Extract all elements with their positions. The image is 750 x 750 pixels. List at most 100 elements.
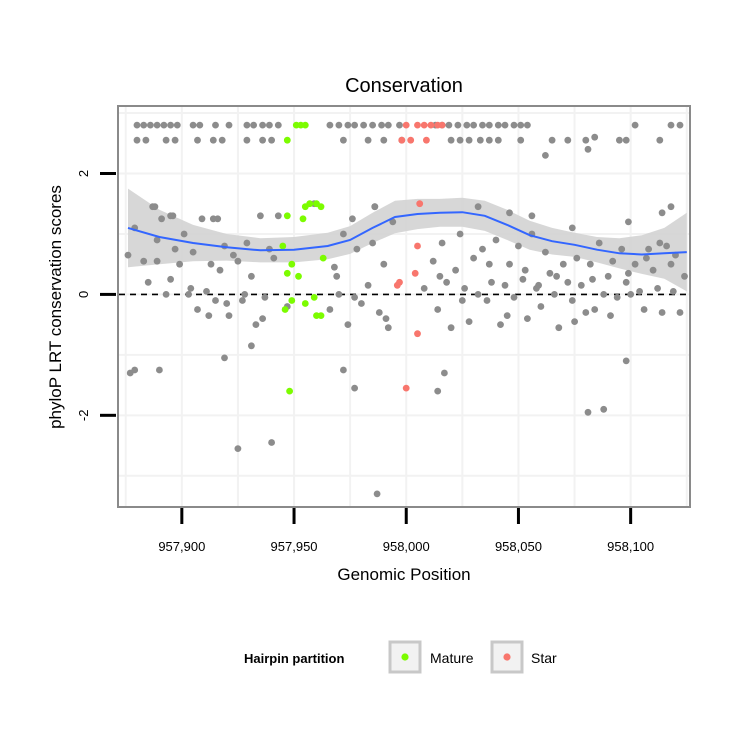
point-other <box>681 272 688 280</box>
point-other <box>153 257 161 265</box>
point-other <box>456 230 464 238</box>
point-other <box>631 260 639 268</box>
point-other <box>548 136 556 144</box>
point-other <box>252 321 260 328</box>
point-other <box>506 260 513 268</box>
point-star <box>420 121 428 129</box>
point-other <box>627 291 635 298</box>
point-other <box>643 254 650 262</box>
point-other <box>185 291 193 298</box>
point-other <box>476 136 484 144</box>
point-star <box>414 242 421 250</box>
point-other <box>340 230 347 238</box>
point-other <box>389 218 397 226</box>
point-other <box>497 321 504 328</box>
point-other <box>351 294 358 301</box>
point-other <box>441 369 448 377</box>
point-other <box>667 203 675 211</box>
point-other <box>524 315 531 322</box>
point-mature <box>283 136 291 144</box>
point-other <box>604 272 612 280</box>
point-other <box>156 366 163 374</box>
legend: Hairpin partition Mature Star <box>244 640 557 674</box>
legend-title: Hairpin partition <box>244 651 344 666</box>
point-other <box>609 257 617 265</box>
point-other <box>573 254 581 262</box>
point-other <box>434 387 442 395</box>
point-other <box>371 203 379 211</box>
point-mature <box>295 272 302 280</box>
point-other <box>221 354 228 362</box>
data-points <box>124 121 688 498</box>
point-other <box>676 121 684 129</box>
point-other <box>243 136 251 144</box>
point-other <box>438 239 446 247</box>
x-tick-label: 958,000 <box>383 539 430 554</box>
point-other <box>169 212 177 220</box>
point-other <box>223 300 231 307</box>
point-other <box>625 269 632 277</box>
point-other <box>447 324 455 332</box>
point-other <box>250 121 257 129</box>
point-other <box>205 312 213 319</box>
point-other <box>447 136 455 144</box>
smooth-fit-line <box>127 211 687 256</box>
point-other <box>436 272 444 280</box>
point-other <box>194 136 201 144</box>
point-other <box>266 121 273 129</box>
point-other <box>268 439 275 446</box>
point-mature <box>286 387 293 395</box>
point-other <box>340 366 347 374</box>
point-other <box>528 212 536 220</box>
point-mature <box>299 215 307 223</box>
point-other <box>369 239 376 247</box>
point-other <box>380 260 388 268</box>
point-other <box>645 245 652 253</box>
point-other <box>470 121 477 129</box>
point-star <box>411 269 419 277</box>
point-other <box>380 136 388 144</box>
point-other <box>248 272 255 280</box>
point-other <box>153 121 161 129</box>
point-mature <box>288 260 296 268</box>
point-other <box>239 297 246 304</box>
point-other <box>158 215 166 223</box>
point-other <box>333 272 341 280</box>
point-other <box>618 245 626 253</box>
legend-dot-mature <box>401 653 409 661</box>
y-axis-title: phyloP LRT conservation scores <box>46 185 65 429</box>
point-mature <box>306 200 314 208</box>
point-other <box>225 312 233 319</box>
axes: 957,900 957,950 958,000 958,050 958,100 -2 0 2 <box>76 170 654 554</box>
point-other <box>537 303 545 310</box>
point-other <box>542 248 549 256</box>
point-other <box>340 136 347 144</box>
point-other <box>151 203 159 211</box>
point-other <box>577 281 585 289</box>
point-other <box>189 121 197 129</box>
point-other <box>546 269 554 277</box>
point-star <box>398 136 406 144</box>
point-star <box>407 136 415 144</box>
point-other <box>600 405 608 413</box>
y-tick-label: 0 <box>76 291 91 298</box>
point-star <box>423 136 430 144</box>
point-other <box>584 145 592 153</box>
point-other <box>261 294 269 301</box>
point-other <box>510 294 518 301</box>
y-tick-label: 2 <box>76 170 91 177</box>
point-other <box>153 236 161 244</box>
point-other <box>274 212 282 220</box>
point-other <box>625 218 632 226</box>
point-other <box>521 266 529 274</box>
point-other <box>344 321 352 328</box>
point-mature <box>317 312 325 319</box>
point-other <box>600 291 608 298</box>
point-mature <box>317 203 325 211</box>
point-other <box>456 136 464 144</box>
point-other <box>445 121 453 129</box>
point-other <box>589 275 596 283</box>
point-other <box>259 136 266 144</box>
point-other <box>434 306 442 313</box>
point-other <box>510 121 518 129</box>
